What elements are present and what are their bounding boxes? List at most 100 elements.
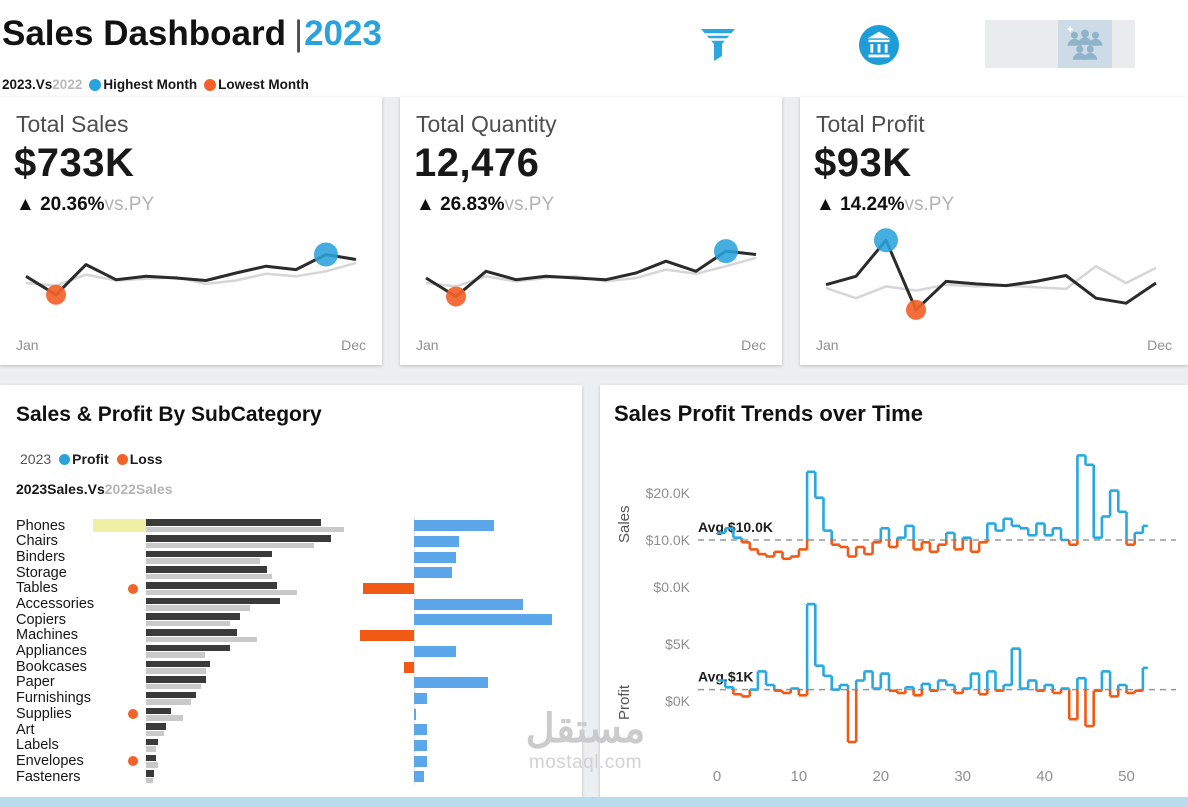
profit-bar (414, 755, 427, 767)
x-tick-label: 20 (872, 768, 890, 785)
x-tick-label: 30 (954, 768, 972, 785)
trends-panel-title: Sales Profit Trends over Time (614, 401, 923, 426)
profit-legend-icon (59, 453, 71, 465)
subcategory-row[interactable]: Envelopes (16, 752, 572, 770)
profit-bar-cell (352, 517, 572, 535)
subcategory-row[interactable]: Machines (16, 627, 572, 645)
subcategory-row[interactable]: Bookcases (16, 658, 572, 676)
lowest-month-marker[interactable] (906, 299, 926, 320)
sales-bar-2022 (146, 683, 202, 690)
kpi-card-total-profit[interactable]: Total Profit $93K ▲ 14.24%vs.PY Jan Dec (800, 97, 1188, 365)
x-tick-label: 50 (1118, 768, 1135, 785)
lowest-month-legend-label: Lowest Month (218, 77, 309, 92)
profit-bar (414, 598, 523, 610)
kpi-delta: ▲ 26.83%vs.PY (416, 194, 555, 215)
subcategory-row[interactable]: Phones (16, 517, 572, 535)
page-title: Sales Dashboard |2023 (2, 14, 382, 54)
subcategory-label: Tables (16, 580, 58, 597)
loss-bar (404, 661, 414, 673)
audience-button[interactable] (985, 20, 1135, 68)
sales-bar-2022 (146, 715, 183, 721)
subcategory-row[interactable]: Furnishings (16, 689, 572, 707)
sales-bars (146, 613, 352, 627)
trend-x-axis: 0 10 20 30 40 50 (600, 768, 1188, 790)
sales-bars (146, 676, 352, 690)
profit-bar-cell (352, 705, 572, 723)
kpi-delta: ▲ 20.36%vs.PY (16, 194, 155, 215)
profit-bar-cell (352, 658, 572, 676)
trends-panel: Sales Profit Trends over Time Sales Prof… (600, 385, 1188, 797)
sales-trend-chart[interactable]: $20.0K $10.0K $0.0K Avg.$10.0K (600, 435, 1188, 600)
svg-text:$10.0K: $10.0K (646, 532, 691, 548)
profit-sparkline-chart[interactable] (816, 224, 1166, 332)
lowest-month-marker[interactable] (446, 286, 466, 307)
profit-bar-cell (352, 642, 572, 660)
sales-bars (146, 597, 352, 611)
svg-text:$0.0K: $0.0K (653, 579, 690, 595)
comparison-legend: 2023.Vs 2022 Highest Month Lowest Month (2, 77, 309, 92)
filter-button[interactable] (697, 24, 739, 66)
subcategory-row[interactable]: Storage (16, 564, 572, 582)
sales-bars (146, 582, 352, 596)
sales-bar-2022 (146, 573, 272, 580)
highest-month-marker[interactable] (714, 239, 738, 264)
sparkline-x-axis: Jan Dec (416, 337, 766, 353)
subcategory-row[interactable]: Paper (16, 674, 572, 692)
average-label: Avg.$1K (698, 669, 754, 685)
profit-bar (414, 677, 488, 689)
subcategory-row[interactable]: Appliances (16, 642, 572, 660)
subcategory-row[interactable]: Fasteners (16, 768, 572, 786)
prev-year-line (825, 264, 1157, 300)
profit-bar (414, 645, 456, 657)
kpi-title: Total Profit (816, 111, 925, 137)
sales-bars (146, 754, 352, 768)
bank-button[interactable] (858, 24, 900, 66)
svg-text:$20.0K: $20.0K (646, 485, 691, 501)
loss-bar (362, 583, 414, 595)
current-year-line (825, 238, 1157, 312)
profit-bar-cell (352, 689, 572, 707)
subcategory-label: Art (16, 721, 35, 738)
page-title-text: Sales Dashboard (2, 14, 286, 53)
subcategory-row[interactable]: Chairs (16, 533, 572, 551)
svg-text:$5K: $5K (665, 636, 691, 652)
subcategory-row[interactable]: Binders (16, 548, 572, 566)
subcategory-row[interactable]: Supplies (16, 705, 572, 723)
highest-month-marker[interactable] (874, 228, 898, 253)
highest-month-marker[interactable] (314, 242, 338, 267)
sales-bars (146, 644, 352, 658)
profit-bar-cell (352, 721, 572, 739)
sparkline-x-axis: Jan Dec (816, 337, 1172, 353)
sales-bar-2023 (146, 535, 331, 542)
kpi-card-total-sales[interactable]: Total Sales $733K ▲ 20.36%vs.PY Jan Dec (0, 97, 382, 365)
sales-bar-2023 (146, 691, 197, 699)
sales-bar-2023 (146, 550, 272, 558)
profit-bar-cell (352, 627, 572, 645)
kpi-card-total-quantity[interactable]: Total Quantity 12,476 ▲ 26.83%vs.PY Jan D… (400, 97, 782, 365)
legend-prev-year-label: 2022 (52, 77, 83, 92)
sales-bar-2023 (146, 707, 172, 715)
subcategory-row[interactable]: Accessories (16, 595, 572, 613)
subcategory-row[interactable]: Art (16, 721, 572, 739)
sales-bar-2023 (146, 613, 241, 620)
sales-bar-2023 (146, 519, 321, 526)
subcategory-panel: Sales & Profit By SubCategory 2023 Profi… (0, 385, 582, 797)
profit-bar-cell (352, 736, 572, 754)
subtitle-prev-year: 2022Sales (104, 481, 173, 497)
subcategory-row[interactable]: Tables (16, 580, 572, 598)
sales-bar-2023 (146, 723, 167, 730)
subcategory-label: Envelopes (16, 752, 84, 769)
profit-bar (414, 614, 552, 626)
lowest-month-marker[interactable] (46, 284, 66, 305)
profit-trend-chart[interactable]: $5K $0K Avg.$1K (600, 600, 1188, 775)
kpi-delta: ▲ 14.24%vs.PY (816, 194, 955, 215)
subcategory-label: Fasteners (16, 768, 81, 785)
profit-bar-cell (352, 768, 572, 786)
subcategory-row[interactable]: Labels (16, 736, 572, 754)
subcategory-row[interactable]: Copiers (16, 611, 572, 629)
sales-bar-2022 (146, 558, 261, 564)
quantity-sparkline-chart[interactable] (416, 224, 766, 332)
sales-bar-2022 (146, 730, 165, 737)
sales-bar-2023 (146, 644, 230, 652)
sales-sparkline-chart[interactable] (16, 224, 366, 332)
